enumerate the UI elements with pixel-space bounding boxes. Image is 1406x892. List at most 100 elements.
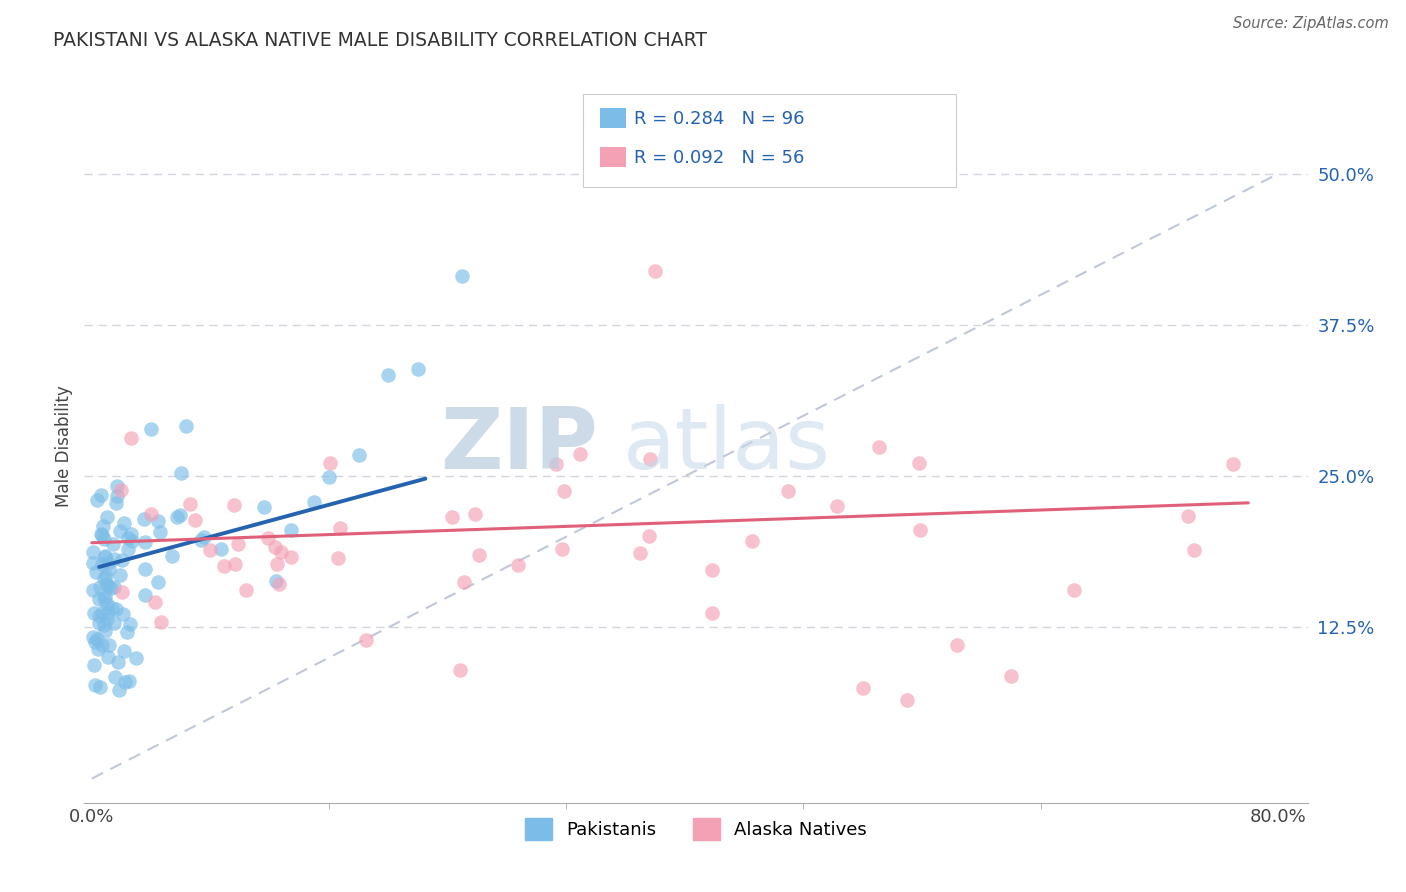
Point: [94, 624, 117, 639]
Text: R = 0.284   N = 96: R = 0.284 N = 96: [634, 110, 804, 128]
Point: [105, 496, 128, 510]
Point: [169, 508, 191, 522]
Point: [120, 431, 142, 445]
Text: R = 0.092   N = 56: R = 0.092 N = 56: [634, 149, 804, 167]
Y-axis label: Male Disability: Male Disability: [55, 385, 73, 507]
Point: [100, 582, 122, 596]
Point: [94, 549, 117, 564]
Point: [143, 595, 166, 609]
Point: [280, 523, 302, 537]
Point: [94, 577, 117, 591]
Point: [224, 498, 246, 512]
Point: [89, 591, 111, 606]
Point: [441, 510, 464, 524]
Point: [101, 537, 124, 551]
Point: [84, 565, 107, 579]
Point: [896, 693, 918, 707]
Point: [120, 527, 142, 541]
Point: [117, 673, 139, 688]
Point: [266, 574, 288, 589]
Point: [190, 533, 212, 547]
Point: [103, 580, 125, 594]
Point: [111, 553, 134, 567]
Point: [644, 263, 666, 277]
Point: [93, 571, 115, 585]
Point: [449, 663, 471, 677]
Point: [253, 500, 276, 515]
Point: [83, 657, 105, 672]
Point: [97, 650, 120, 665]
Point: [148, 574, 170, 589]
Point: [149, 524, 172, 539]
Point: [226, 537, 249, 551]
Point: [98, 562, 121, 576]
Point: [347, 448, 370, 462]
Point: [105, 489, 128, 503]
Point: [91, 518, 114, 533]
Point: [224, 557, 246, 571]
Text: Source: ZipAtlas.com: Source: ZipAtlas.com: [1233, 16, 1389, 31]
Point: [266, 557, 288, 571]
Point: [179, 497, 201, 511]
Point: [124, 651, 146, 665]
Point: [134, 562, 156, 576]
Point: [638, 452, 661, 467]
Point: [86, 642, 108, 657]
Point: [184, 513, 207, 527]
Point: [638, 529, 661, 543]
Text: atlas: atlas: [623, 404, 831, 488]
Point: [160, 549, 183, 563]
Point: [212, 559, 235, 574]
Point: [91, 606, 114, 620]
Point: [852, 681, 875, 695]
Point: [354, 632, 377, 647]
Point: [868, 440, 890, 454]
Point: [94, 590, 117, 604]
Point: [84, 678, 107, 692]
Point: [117, 541, 139, 556]
Point: [117, 531, 139, 545]
Point: [551, 541, 574, 556]
Point: [553, 483, 575, 498]
Point: [91, 557, 114, 571]
Point: [700, 606, 723, 620]
Point: [96, 597, 118, 611]
Point: [97, 606, 120, 620]
Point: [464, 507, 486, 521]
Point: [110, 483, 132, 497]
Point: [1000, 669, 1022, 683]
Point: [628, 546, 651, 560]
Point: [302, 495, 325, 509]
Point: [270, 545, 292, 559]
Point: [257, 531, 280, 545]
Point: [111, 607, 134, 621]
Point: [82, 583, 104, 598]
Point: [134, 534, 156, 549]
Point: [329, 521, 352, 535]
Text: PAKISTANI VS ALASKA NATIVE MALE DISABILITY CORRELATION CHART: PAKISTANI VS ALASKA NATIVE MALE DISABILI…: [53, 31, 707, 50]
Point: [141, 422, 163, 436]
Point: [98, 638, 121, 652]
Point: [377, 368, 399, 382]
Point: [90, 488, 112, 502]
Point: [97, 579, 120, 593]
Point: [103, 615, 125, 630]
Point: [134, 512, 156, 526]
Point: [93, 532, 115, 546]
Point: [150, 615, 173, 630]
Point: [96, 510, 118, 524]
Point: [946, 638, 969, 652]
Point: [104, 601, 127, 615]
Point: [318, 469, 340, 483]
Point: [174, 419, 197, 434]
Point: [198, 543, 221, 558]
Point: [87, 616, 110, 631]
Point: [96, 612, 118, 626]
Point: [148, 514, 170, 528]
Point: [702, 563, 724, 577]
Point: [82, 630, 104, 644]
Point: [105, 478, 128, 492]
Point: [326, 551, 349, 566]
Point: [267, 576, 290, 591]
Point: [141, 507, 163, 521]
